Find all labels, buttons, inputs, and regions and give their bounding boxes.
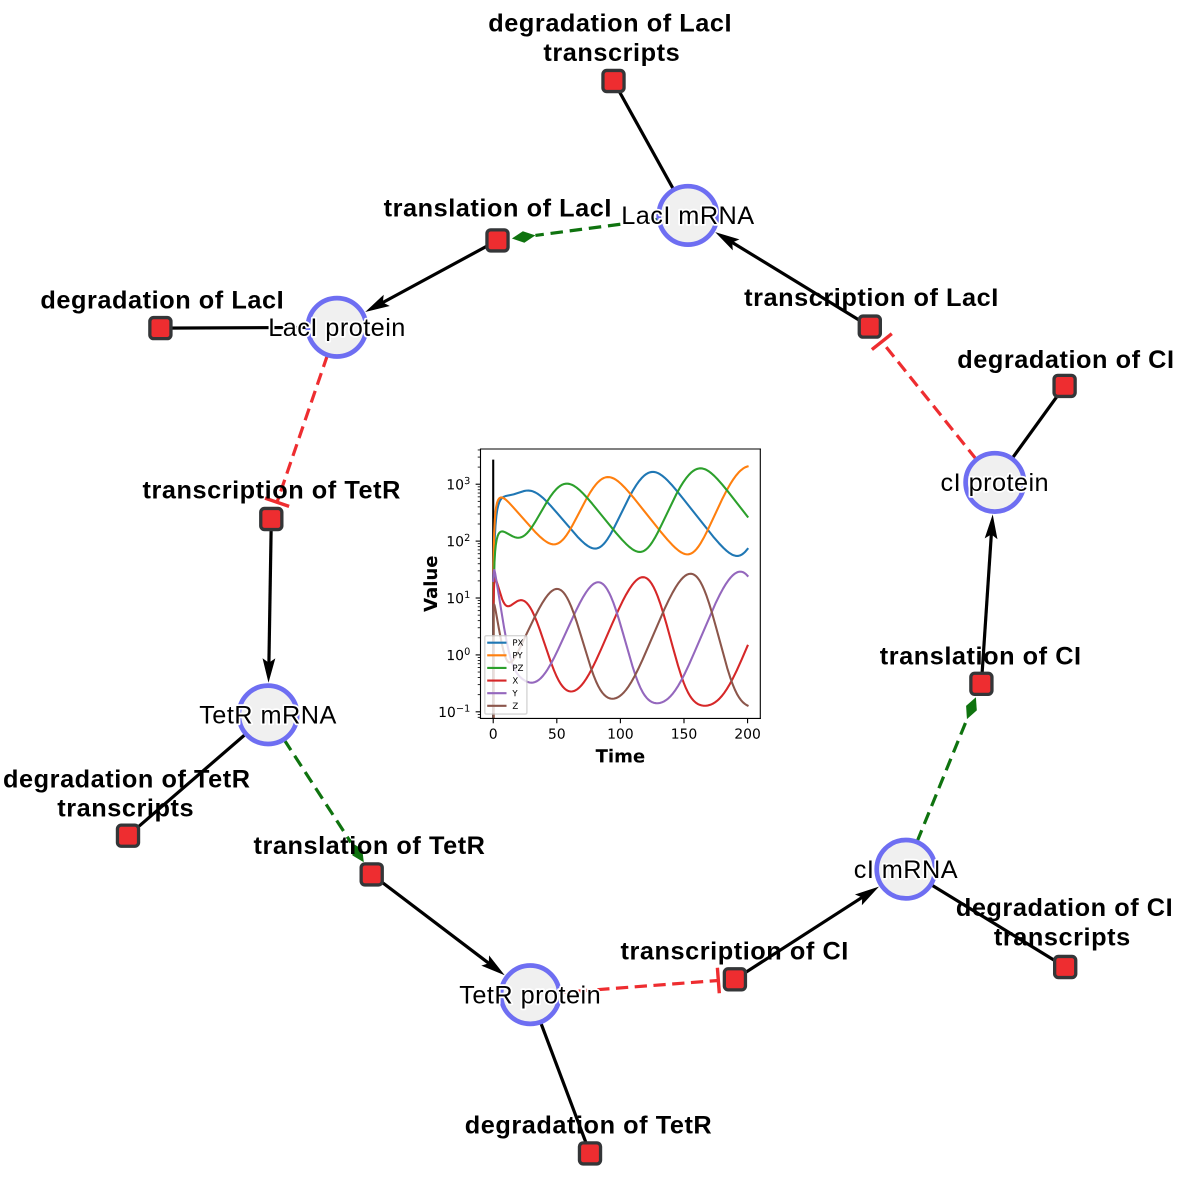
svg-text:cI protein: cI protein — [941, 469, 1050, 497]
svg-text:degradation of CI: degradation of CI — [956, 894, 1173, 922]
svg-text:transcription of CI: transcription of CI — [621, 938, 849, 966]
svg-text:degradation of LacI: degradation of LacI — [488, 9, 732, 37]
svg-text:TetR protein: TetR protein — [459, 982, 601, 1010]
svg-text:degradation of CI: degradation of CI — [957, 346, 1174, 374]
svg-text:degradation of LacI: degradation of LacI — [40, 286, 284, 314]
svg-text:degradation of TetR: degradation of TetR — [465, 1111, 712, 1139]
svg-text:translation of TetR: translation of TetR — [253, 832, 485, 860]
svg-text:transcription of TetR: transcription of TetR — [142, 477, 400, 505]
svg-text:LacI mRNA: LacI mRNA — [621, 202, 754, 230]
svg-text:translation of LacI: translation of LacI — [384, 195, 612, 223]
svg-text:TetR mRNA: TetR mRNA — [199, 702, 337, 730]
svg-text:cI mRNA: cI mRNA — [854, 856, 958, 884]
svg-text:translation of CI: translation of CI — [880, 643, 1082, 671]
svg-text:degradation of TetR: degradation of TetR — [3, 766, 250, 794]
svg-text:transcription of LacI: transcription of LacI — [744, 284, 999, 312]
svg-text:LacI protein: LacI protein — [268, 314, 406, 342]
svg-text:transcripts: transcripts — [57, 795, 194, 823]
svg-text:transcripts: transcripts — [543, 39, 680, 67]
svg-text:transcripts: transcripts — [994, 924, 1131, 952]
